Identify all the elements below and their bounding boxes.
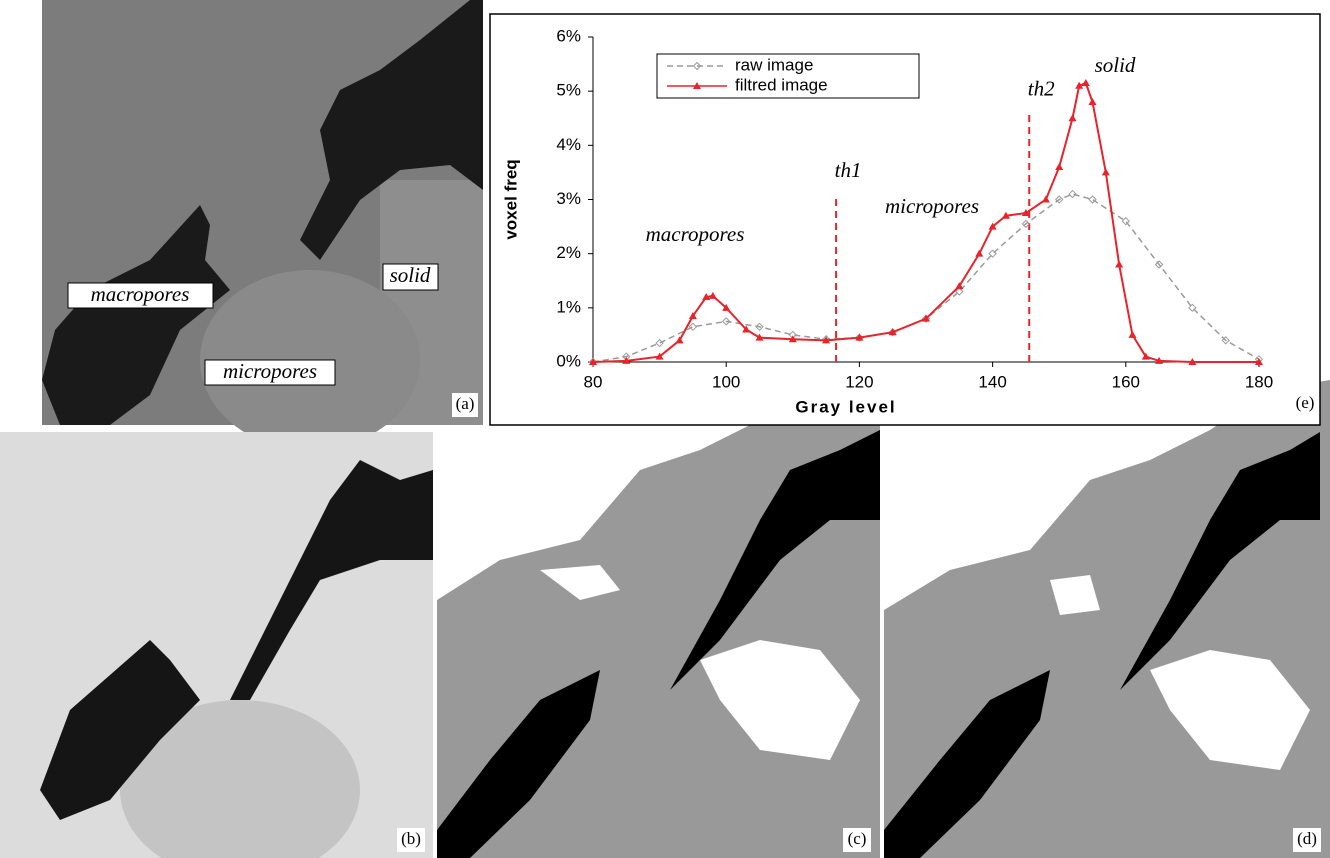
x-tick-label: 100 xyxy=(712,372,740,391)
panel-label: (b) xyxy=(401,829,421,848)
label: micropores xyxy=(223,359,317,383)
panel-a: macropores solid micropores (a) xyxy=(42,0,483,450)
label: solid xyxy=(390,263,431,287)
y-tick-label: 1% xyxy=(556,297,581,316)
annotation: macropores xyxy=(646,222,745,246)
y-tick-label: 0% xyxy=(556,351,581,370)
panel-d: (d) xyxy=(884,380,1330,858)
legend-label: raw image xyxy=(735,55,813,74)
x-axis-label: Gray level xyxy=(795,397,896,416)
x-tick-label: 80 xyxy=(584,372,603,391)
legend-label: filtred image xyxy=(735,75,828,94)
y-tick-label: 4% xyxy=(556,135,581,154)
figure: macropores solid micropores (a) (b) (c) xyxy=(0,0,1330,858)
y-tick-label: 5% xyxy=(556,81,581,100)
panel-label: (a) xyxy=(456,394,475,413)
y-tick-label: 6% xyxy=(556,26,581,45)
label: macropores xyxy=(91,282,190,306)
panel-label: (e) xyxy=(1296,393,1315,412)
x-tick-label: 120 xyxy=(845,372,873,391)
x-tick-label: 160 xyxy=(1112,372,1140,391)
y-tick-label: 3% xyxy=(556,189,581,208)
y-tick-label: 2% xyxy=(556,243,581,262)
threshold-label: th2 xyxy=(1028,77,1055,101)
panel-label: (d) xyxy=(1297,829,1317,848)
panel-label: (c) xyxy=(848,829,867,848)
x-tick-label: 180 xyxy=(1245,372,1273,391)
y-axis-label: voxel freq xyxy=(501,159,520,239)
threshold-label: th1 xyxy=(835,158,862,182)
panel-b: (b) xyxy=(0,432,433,858)
annotation: micropores xyxy=(885,194,979,218)
x-tick-label: 140 xyxy=(978,372,1006,391)
panel-c: (c) xyxy=(437,370,880,858)
annotation: solid xyxy=(1095,53,1136,77)
